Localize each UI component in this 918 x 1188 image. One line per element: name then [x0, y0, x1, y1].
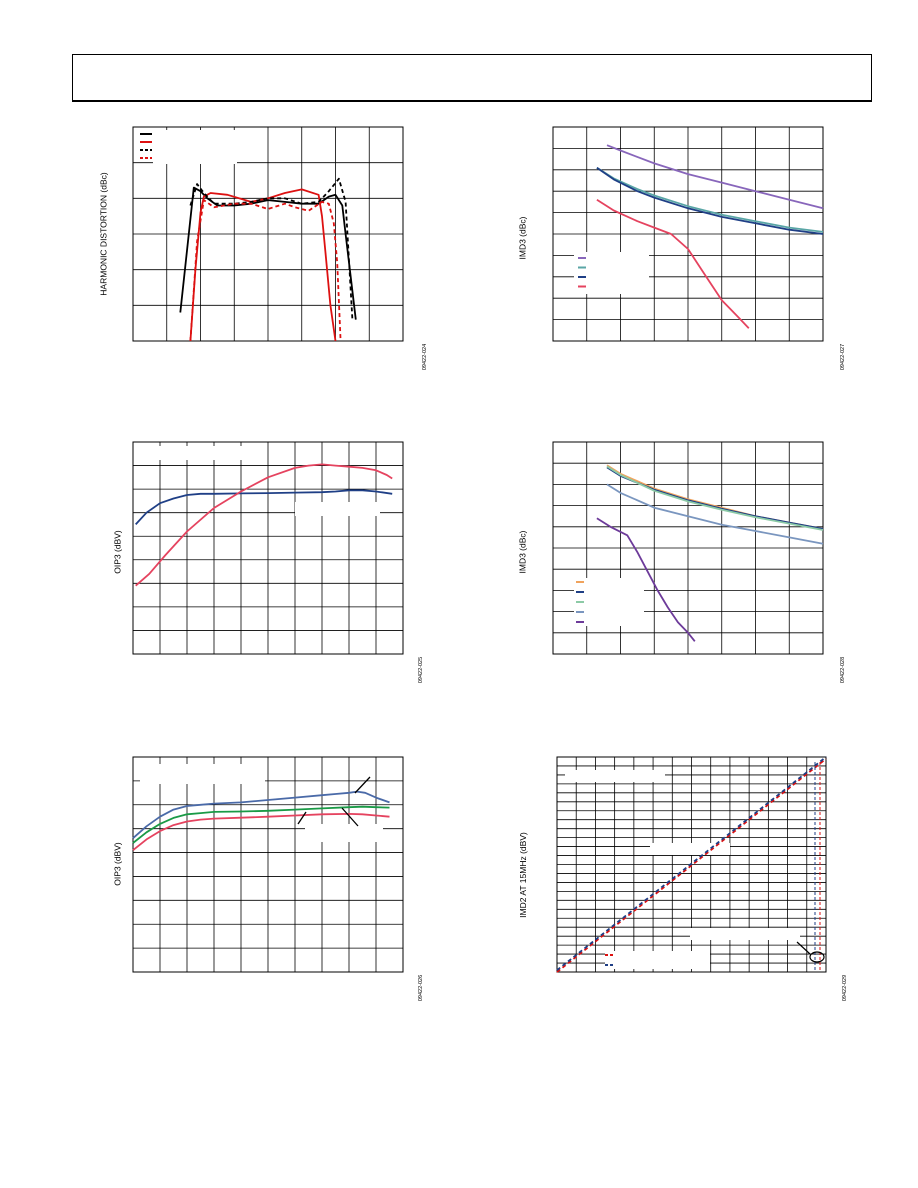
chart-c4-grid	[553, 442, 823, 654]
annotation-arrow	[297, 811, 307, 825]
series-line-2	[596, 166, 824, 233]
chart-c6-ylabel: IMD2 AT 15MHz (dBV)	[517, 832, 528, 918]
series-line-1	[132, 790, 390, 839]
series-line-2	[556, 756, 827, 971]
chart-c6-grid	[557, 757, 826, 972]
chart-c2-grid	[553, 127, 823, 341]
label-background	[305, 824, 383, 842]
series-line-4	[596, 199, 750, 329]
series-line-1	[606, 144, 824, 210]
series-line-4	[606, 483, 824, 545]
label-background	[574, 252, 649, 294]
series-line-1	[135, 489, 393, 526]
label-background	[153, 130, 237, 164]
annotation-arrow	[796, 941, 811, 955]
chart-c3-grid	[133, 442, 403, 654]
label-background	[650, 843, 730, 855]
label-background	[295, 502, 380, 516]
label-background	[690, 928, 800, 940]
page-header-box	[72, 54, 872, 102]
chart-frame	[556, 756, 827, 973]
annotation-circle	[809, 951, 825, 963]
series-line-1	[556, 758, 827, 973]
series-line-3	[596, 166, 824, 235]
annotation-arrow	[354, 776, 371, 794]
chart-c6-figure-id: 09422-029	[842, 974, 849, 1002]
series-line-1	[179, 186, 357, 320]
series-line-3	[189, 177, 354, 320]
series-line-3	[606, 465, 824, 531]
label-background	[565, 770, 665, 782]
annotation-arrow	[341, 807, 359, 827]
chart-frame	[132, 441, 404, 655]
label-background	[574, 578, 644, 626]
series-line-4	[189, 199, 342, 342]
series-line-2	[132, 805, 390, 844]
series-line-2	[135, 463, 393, 587]
chart-frame	[552, 441, 824, 655]
series-line-5	[596, 517, 696, 642]
series-line-3	[132, 813, 390, 851]
label-background	[140, 764, 265, 784]
chart-frame	[132, 756, 404, 973]
label-background	[143, 446, 243, 460]
chart-frame	[132, 126, 404, 342]
series-line-2	[189, 188, 337, 342]
label-background	[605, 951, 710, 969]
